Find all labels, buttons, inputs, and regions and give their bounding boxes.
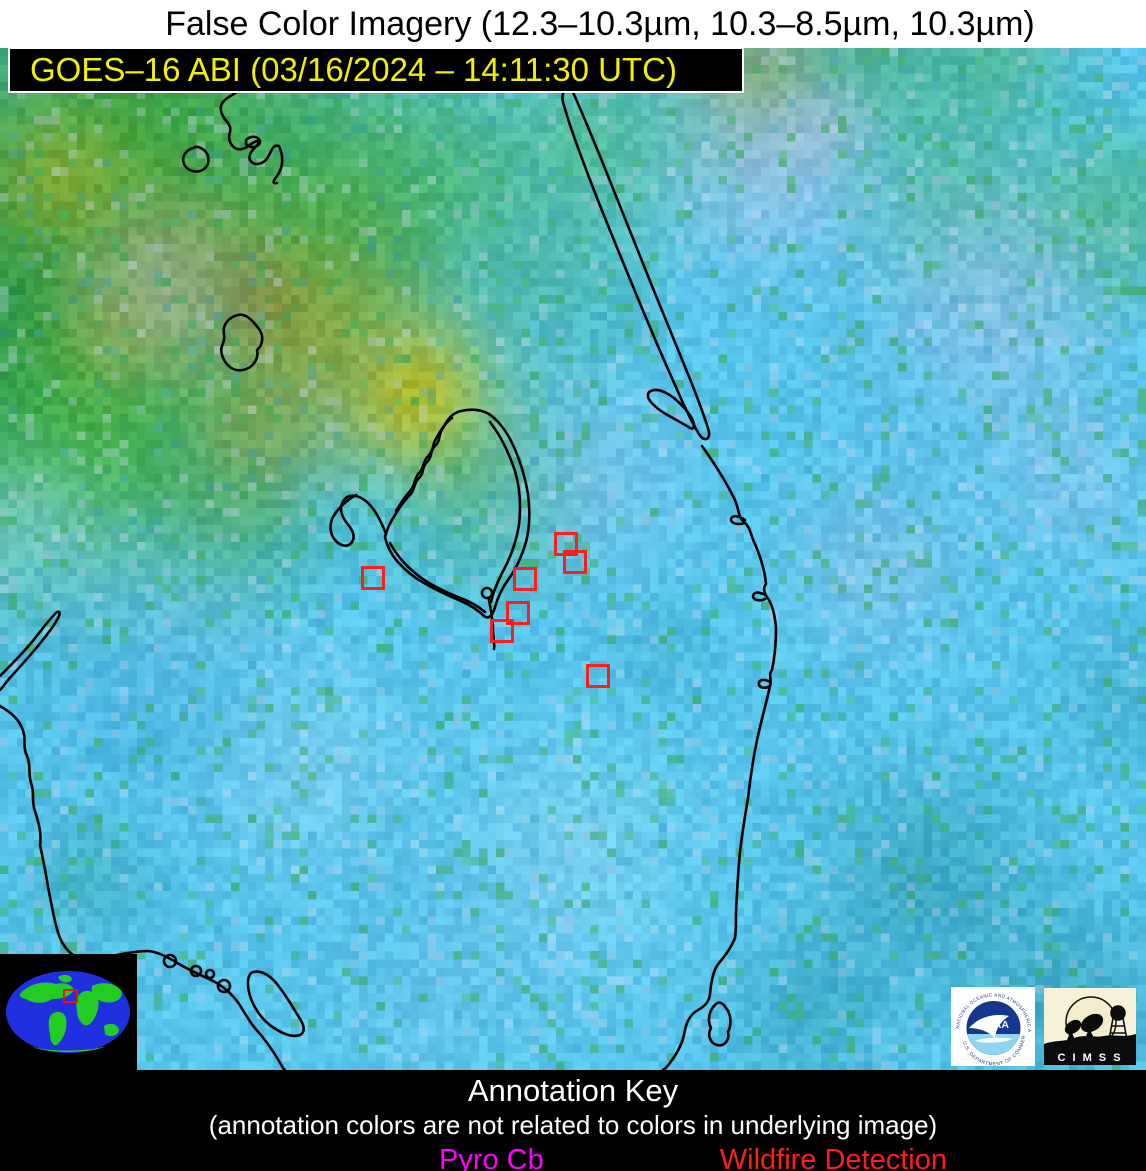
globe-map: [6, 971, 130, 1053]
annotation-key-subtitle: (annotation colors are not related to co…: [208, 1110, 938, 1140]
legend-wildfire-detection: Wildfire Detection: [719, 1144, 947, 1171]
water-tower-icon: [1108, 1005, 1128, 1041]
cimss-logo: C I M S S: [1044, 988, 1136, 1065]
cimss-label: C I M S S: [1057, 1052, 1122, 1064]
annotation-key-bar: Annotation Key (annotation colors are no…: [0, 1070, 1146, 1171]
noaa-bird-icon: [969, 1015, 1009, 1038]
false-color-imagery: [0, 48, 1146, 1070]
annotation-key-title: Annotation Key: [467, 1073, 679, 1108]
legend-pyro-cb: Pyro Cb: [438, 1144, 544, 1171]
globe-locator-inset: [0, 954, 137, 1070]
page-title: False Color Imagery (12.3–10.3µm, 10.3–8…: [165, 4, 1035, 43]
noaa-label-text: NOAA: [978, 1019, 1009, 1031]
satellite-label-bar: GOES–16 ABI (03/16/2024 – 14:11:30 UTC): [8, 47, 744, 93]
noaa-label: NOAA: [978, 1019, 1009, 1031]
title-strip: False Color Imagery (12.3–10.3µm, 10.3–8…: [0, 0, 1146, 48]
annotation-key-items: Pyro Cb Wildfire Detection: [0, 1144, 1146, 1171]
noaa-logo: NOAA NATIONAL OCEANIC AND ATMOSPHERIC AD…: [949, 983, 1035, 1068]
satellite-label: GOES–16 ABI (03/16/2024 – 14:11:30 UTC): [30, 51, 677, 88]
